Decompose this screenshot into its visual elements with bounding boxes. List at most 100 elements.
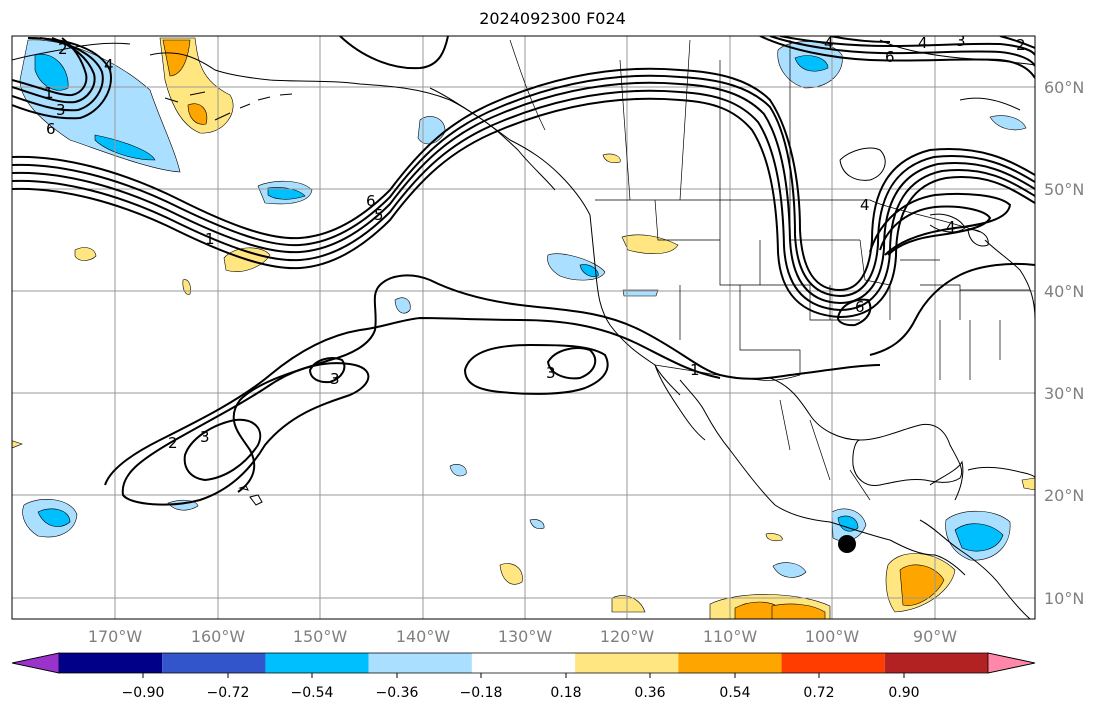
positive-area xyxy=(611,595,646,613)
lat-label-50n: 50°N xyxy=(1044,180,1084,199)
alaska-coast xyxy=(149,52,591,216)
contour-label: 5 xyxy=(374,206,384,224)
canada-province-lines xyxy=(619,39,791,201)
aleutian-islands xyxy=(164,91,293,121)
lon-label-170w: 170°W xyxy=(88,627,143,646)
latitude-axis: 60°N 50°N 40°N 30°N 20°N 10°N xyxy=(1044,78,1084,608)
colorbar-segment xyxy=(575,653,679,673)
cuba xyxy=(967,466,1035,479)
colorbar-tick-label: −0.90 xyxy=(122,685,165,701)
contour-label: 3 xyxy=(200,428,210,446)
shaded-anomaly-layer xyxy=(12,37,1035,619)
contour-label: 6 xyxy=(855,298,865,316)
colorbar-tick-label: 0.90 xyxy=(888,685,919,701)
map-plot-area: 2 1 3 6 6 5 6 4 1 2 3 3 1 2 3 4 6 4 3 4 xyxy=(11,32,1036,620)
positive-core xyxy=(899,564,945,606)
colorbar-extend-max xyxy=(987,652,1036,674)
negative-area xyxy=(989,115,1027,131)
contour-label: 2 xyxy=(58,40,68,58)
negative-core xyxy=(37,508,71,527)
colorbar-segment xyxy=(678,653,782,673)
hudson-bay xyxy=(839,147,886,181)
contour-label: 4 xyxy=(946,218,956,236)
mexico-coast xyxy=(729,449,966,576)
central-america xyxy=(919,519,1031,619)
positive-area xyxy=(602,153,621,164)
lat-label-20n: 20°N xyxy=(1044,486,1084,505)
gridlines xyxy=(12,36,1035,619)
positive-core xyxy=(162,39,191,77)
coastlines xyxy=(12,39,1035,619)
longitude-axis: 170°W 160°W 150°W 140°W 130°W 120°W 110°… xyxy=(88,627,957,646)
us-mexico-border xyxy=(654,364,801,381)
lon-label-150w: 150°W xyxy=(293,627,348,646)
colorbar-segment xyxy=(265,653,369,673)
contour-label: 1 xyxy=(690,361,700,379)
lon-label-120w: 120°W xyxy=(600,627,655,646)
lon-label-90w: 90°W xyxy=(913,627,957,646)
colorbar-tick-label: 0.36 xyxy=(634,685,665,701)
negative-core xyxy=(954,523,1004,552)
colorbar-segment xyxy=(471,653,576,673)
negative-core xyxy=(837,515,859,532)
colorbar: −0.90 −0.72 −0.54 −0.36 −0.18 0.18 0.36 … xyxy=(11,652,1036,701)
siberia-coast xyxy=(12,42,131,61)
negative-core xyxy=(579,264,599,277)
colorbar-segment xyxy=(781,653,885,673)
negative-core xyxy=(794,55,829,72)
colorbar-tick-label: 0.54 xyxy=(719,685,750,701)
contour-label: 3 xyxy=(330,370,340,388)
positive-area xyxy=(765,533,783,542)
baja-california xyxy=(654,364,731,451)
contour-label: 2 xyxy=(1016,36,1026,54)
contour-label: 6 xyxy=(366,192,376,210)
lat-label-30n: 30°N xyxy=(1044,384,1084,403)
mexico-state-lines xyxy=(779,399,871,501)
contour-label: 4 xyxy=(918,34,928,52)
contour-label: 3 xyxy=(546,364,556,382)
contour-label: 2 xyxy=(168,434,178,452)
negative-core xyxy=(34,53,69,91)
colorbar-tick-label: −0.72 xyxy=(207,685,250,701)
negative-area xyxy=(529,519,545,530)
yucatan xyxy=(929,460,964,501)
colorbar-tick-label: −0.18 xyxy=(460,685,503,701)
lon-label-100w: 100°W xyxy=(805,627,860,646)
positive-area xyxy=(74,247,97,261)
contour-label: 6 xyxy=(885,48,895,66)
contour-label: 4 xyxy=(860,196,870,214)
lat-label-10n: 10°N xyxy=(1044,589,1084,608)
contour-label: 3 xyxy=(956,32,966,50)
lon-label-110w: 110°W xyxy=(703,627,758,646)
positive-area xyxy=(499,563,523,585)
negative-area xyxy=(772,562,807,578)
colorbar-tick-label: 0.72 xyxy=(803,685,834,701)
lon-label-160w: 160°W xyxy=(191,627,246,646)
negative-core xyxy=(94,134,156,161)
colorbar-segment xyxy=(884,653,988,673)
colorbar-segment xyxy=(368,653,472,673)
positive-area xyxy=(1021,477,1035,491)
colorbar-tick-label: 0.18 xyxy=(550,685,581,701)
bc-coast xyxy=(429,87,556,191)
contour-label: 1 xyxy=(44,84,54,102)
lon-label-130w: 130°W xyxy=(498,627,553,646)
negative-core xyxy=(267,187,306,200)
colorbar-tick-label: −0.54 xyxy=(291,685,334,701)
map-title: 2024092300 F024 xyxy=(479,9,626,28)
colorbar-segment xyxy=(162,653,266,673)
colorbar-outline xyxy=(11,652,1036,674)
negative-area xyxy=(394,297,411,314)
contour-lines xyxy=(12,36,1035,506)
contour-label-layer: 2 1 3 6 6 5 6 4 1 2 3 3 1 2 3 4 6 4 3 4 xyxy=(44,32,1026,452)
lat-label-40n: 40°N xyxy=(1044,282,1084,301)
colorbar-tick-label: −0.36 xyxy=(376,685,419,701)
positive-area xyxy=(621,234,679,254)
positive-core xyxy=(771,603,826,619)
contour-label: 3 xyxy=(56,101,66,119)
alaska-canada-border xyxy=(509,39,546,131)
contour-label: 6 xyxy=(46,120,56,138)
colorbar-segment xyxy=(59,653,163,673)
colorbar-segments xyxy=(11,652,1036,674)
